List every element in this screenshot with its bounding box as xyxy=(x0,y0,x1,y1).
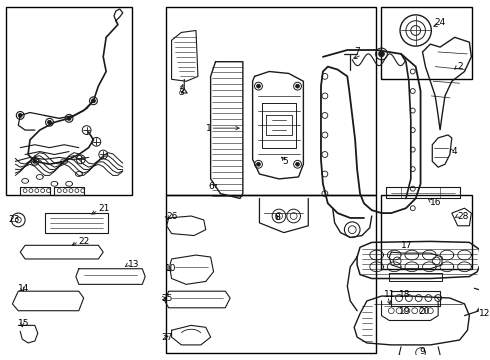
Text: 8: 8 xyxy=(274,213,280,222)
Text: 10: 10 xyxy=(165,264,176,273)
Bar xyxy=(381,195,472,269)
Text: 6: 6 xyxy=(209,182,215,191)
Bar xyxy=(166,6,376,195)
Text: 3: 3 xyxy=(178,89,184,98)
Text: 17: 17 xyxy=(401,241,413,250)
Text: 12: 12 xyxy=(479,309,490,318)
Text: 25: 25 xyxy=(162,293,173,302)
Circle shape xyxy=(295,84,299,88)
Text: 13: 13 xyxy=(127,260,139,269)
Circle shape xyxy=(48,120,51,124)
Text: 1: 1 xyxy=(206,123,212,132)
Text: 14: 14 xyxy=(18,284,30,293)
Circle shape xyxy=(92,99,96,103)
Text: 7: 7 xyxy=(354,48,360,57)
Text: 21: 21 xyxy=(98,204,110,213)
Text: 11: 11 xyxy=(384,290,395,299)
Circle shape xyxy=(257,162,260,166)
Text: 15: 15 xyxy=(18,319,30,328)
Circle shape xyxy=(18,113,22,117)
Text: 9: 9 xyxy=(419,347,425,356)
Circle shape xyxy=(33,159,37,163)
Circle shape xyxy=(295,162,299,166)
Text: 20: 20 xyxy=(418,307,430,316)
Text: 24: 24 xyxy=(434,18,445,27)
Text: 23: 23 xyxy=(8,215,20,224)
Text: 18: 18 xyxy=(399,290,411,299)
Text: 5: 5 xyxy=(282,157,288,166)
Circle shape xyxy=(67,116,71,120)
Text: 16: 16 xyxy=(430,198,442,207)
Text: 26: 26 xyxy=(167,212,178,221)
Text: 27: 27 xyxy=(162,333,173,342)
Text: 28: 28 xyxy=(458,212,469,221)
Bar xyxy=(166,195,376,353)
Circle shape xyxy=(379,51,385,57)
Text: 2: 2 xyxy=(458,62,464,71)
Text: 19: 19 xyxy=(399,307,411,316)
Bar xyxy=(6,6,132,195)
Bar xyxy=(381,6,472,79)
Text: 22: 22 xyxy=(79,237,90,246)
Circle shape xyxy=(257,84,260,88)
Text: 4: 4 xyxy=(452,147,458,156)
